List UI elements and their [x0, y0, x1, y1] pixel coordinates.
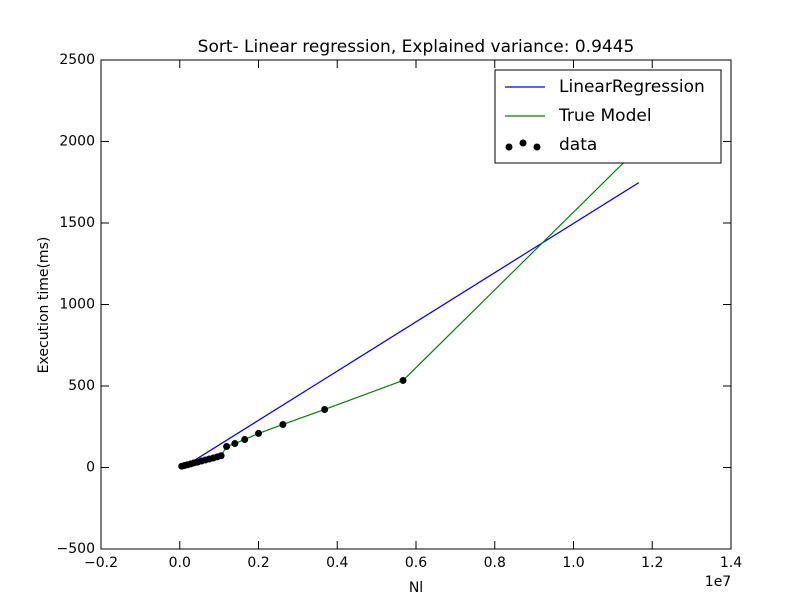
- y-tick-label: 500: [68, 378, 95, 394]
- plot-frame: [100, 59, 732, 550]
- y-axis-label: Execution time(ms): [36, 237, 52, 374]
- data-point: [223, 442, 231, 450]
- data-point: [321, 405, 329, 413]
- y-tick-label: −500: [57, 541, 95, 557]
- data-point: [399, 376, 407, 384]
- y-tick-label: 1500: [59, 215, 95, 231]
- x-tick-label: 0.2: [247, 555, 269, 571]
- x-offset-label: 1e7: [705, 574, 731, 590]
- y-tick-label: 2000: [59, 134, 95, 150]
- y-tick-label: 1000: [59, 297, 95, 313]
- data-point: [255, 429, 262, 437]
- y-tick-label: 2500: [59, 52, 95, 68]
- x-tick-label: 0.6: [405, 555, 427, 571]
- data-point: [279, 420, 287, 428]
- x-tick-label: 0.4: [326, 555, 348, 571]
- x-tick-label: 1.0: [562, 555, 584, 571]
- legend-label: LinearRegression: [559, 77, 705, 97]
- plot-area: [178, 147, 640, 470]
- legend-marker: [533, 143, 541, 151]
- x-tick-label: 1.4: [720, 555, 742, 571]
- legend-label: True Model: [558, 106, 652, 126]
- data-point: [231, 440, 239, 448]
- x-tick-label: −0.2: [84, 555, 118, 571]
- legend-marker: [519, 139, 527, 147]
- legend-marker: [505, 143, 513, 151]
- data-point: [241, 435, 249, 443]
- x-tick-label: 1.2: [641, 555, 663, 571]
- legend-label: data: [559, 135, 597, 155]
- x-tick-label: 0.8: [484, 555, 506, 571]
- y-tick-label: 0: [86, 460, 95, 476]
- data-point: [217, 452, 225, 460]
- series-line: [181, 182, 640, 469]
- x-axis-label: Nl: [409, 580, 423, 596]
- x-tick-label: 0.0: [169, 555, 191, 571]
- chart-title: Sort- Linear regression, Explained varia…: [198, 37, 635, 57]
